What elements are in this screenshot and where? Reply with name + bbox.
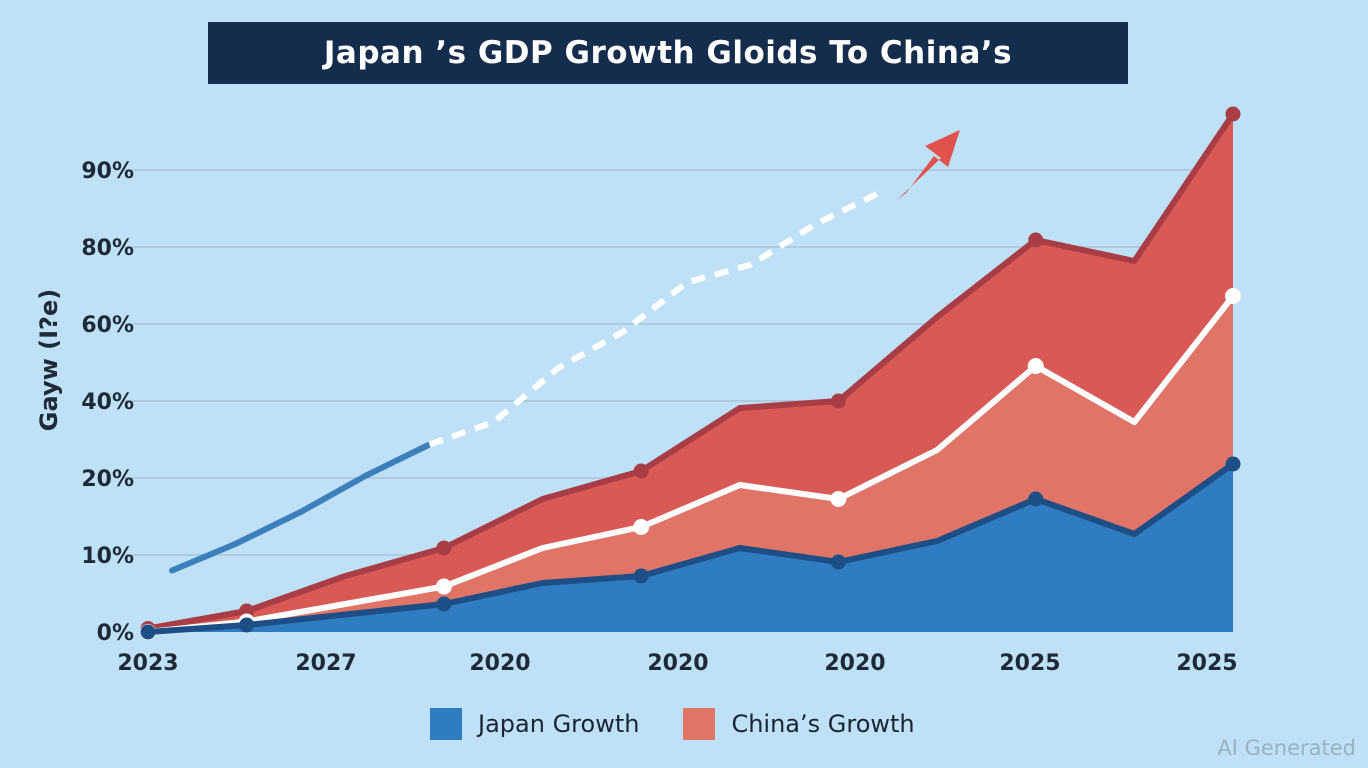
x-tick-label: 2020 (469, 651, 530, 676)
data-point (633, 519, 650, 535)
series-area (148, 114, 1233, 632)
data-point (1028, 232, 1044, 248)
x-tick-label: 2020 (824, 651, 885, 676)
series-line (147, 112, 1236, 632)
y-tick-label: 20% (81, 467, 134, 492)
y-tick-label: 90% (81, 159, 134, 184)
x-tick-label: 2025 (999, 651, 1060, 676)
x-tick-label: 2020 (647, 651, 708, 676)
watermark: AI Generated (1217, 736, 1356, 760)
series-area (148, 464, 1233, 632)
y-tick-label: 0% (97, 621, 134, 646)
legend-label-china: China’s Growth (731, 710, 915, 738)
legend-swatch-japan (430, 708, 462, 740)
data-point (633, 463, 649, 479)
data-point (239, 617, 255, 633)
data-point (435, 578, 452, 595)
trend-line-dashed (428, 189, 882, 448)
legend-item-china: China’s Growth (683, 708, 915, 740)
data-point (1027, 358, 1044, 374)
y-tick-label: 10% (81, 544, 134, 569)
series-area (148, 296, 1233, 632)
data-point (1225, 456, 1241, 472)
data-point (436, 596, 452, 612)
data-point (830, 554, 846, 570)
y-axis-label: Gayw (I?e) (35, 289, 63, 431)
x-tick-label: 2027 (295, 651, 356, 676)
trend-arrow-icon (897, 130, 960, 200)
data-point (1225, 106, 1241, 122)
chart-title: Japan ’s GDP Growth Gloids To China’s (208, 22, 1128, 84)
x-tick-label: 2023 (117, 651, 178, 676)
data-point (633, 568, 649, 584)
legend-item-japan: Japan Growth (430, 708, 639, 740)
trend-line-solid (169, 441, 433, 574)
data-point (140, 624, 156, 640)
series-line (147, 294, 1236, 635)
y-tick-label: 80% (81, 236, 134, 261)
x-tick-label: 2025 (1176, 651, 1237, 676)
chart-legend: Japan Growth China’s Growth (430, 705, 959, 743)
series-line (147, 461, 1235, 635)
data-point (1028, 491, 1044, 507)
y-tick-label: 60% (81, 313, 134, 338)
data-point (1225, 288, 1241, 304)
legend-label-japan: Japan Growth (478, 710, 640, 738)
data-point (830, 491, 847, 507)
legend-swatch-china (683, 708, 716, 740)
y-tick-label: 40% (81, 390, 134, 415)
data-point (436, 540, 452, 556)
data-point (830, 393, 846, 409)
